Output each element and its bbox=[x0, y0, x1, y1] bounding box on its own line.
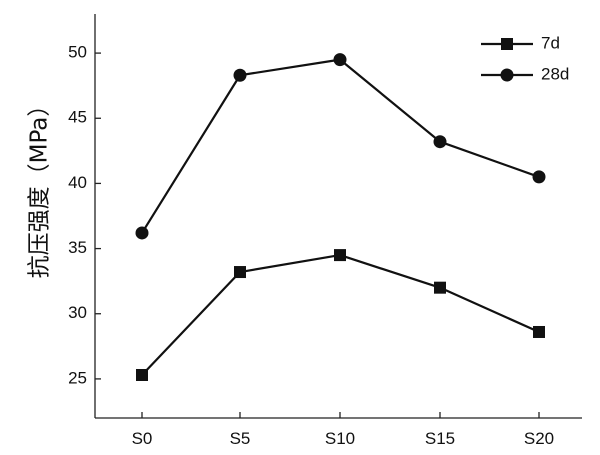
legend-label-28d: 28d bbox=[541, 64, 569, 83]
legend: 7d 28d bbox=[481, 33, 569, 83]
x-tick-label: S5 bbox=[230, 429, 251, 448]
y-tick-label: 40 bbox=[68, 173, 87, 192]
x-tick-label: S10 bbox=[325, 429, 355, 448]
y-tick-label: 45 bbox=[68, 108, 87, 127]
data-point-28d bbox=[532, 170, 546, 184]
legend-label-7d: 7d bbox=[541, 33, 560, 52]
y-axis-label: 抗压强度（MPa） bbox=[27, 94, 53, 279]
legend-item-28d: 28d bbox=[481, 64, 569, 83]
y-tick-label: 35 bbox=[68, 238, 87, 257]
y-tick-label: 50 bbox=[68, 43, 87, 62]
axes bbox=[94, 14, 582, 419]
x-tick-label: S20 bbox=[524, 429, 554, 448]
data-point-28d bbox=[135, 226, 149, 240]
data-point-7d bbox=[533, 325, 545, 338]
series-7d bbox=[136, 249, 545, 381]
x-tick-label: S15 bbox=[425, 429, 455, 448]
legend-marker-28d bbox=[500, 68, 514, 82]
legend-item-7d: 7d bbox=[481, 33, 560, 52]
data-point-7d bbox=[136, 368, 148, 381]
series-line-7d bbox=[141, 253, 540, 376]
data-point-28d bbox=[233, 68, 247, 82]
data-point-28d bbox=[433, 135, 447, 149]
series-line-28d bbox=[141, 58, 540, 234]
series-28d bbox=[135, 53, 546, 240]
x-tick-label: S0 bbox=[132, 429, 153, 448]
y-tick-label: 30 bbox=[68, 303, 87, 322]
series-group bbox=[135, 53, 546, 381]
data-point-28d bbox=[333, 53, 347, 67]
data-point-7d bbox=[334, 249, 346, 262]
data-point-7d bbox=[234, 266, 246, 279]
data-point-7d bbox=[434, 281, 446, 294]
legend-marker-7d bbox=[501, 38, 513, 50]
tick-marks: 25 30 35 40 45 50 S0 S5 S10 S15 S20 bbox=[68, 43, 554, 448]
y-tick-label: 25 bbox=[68, 368, 87, 387]
